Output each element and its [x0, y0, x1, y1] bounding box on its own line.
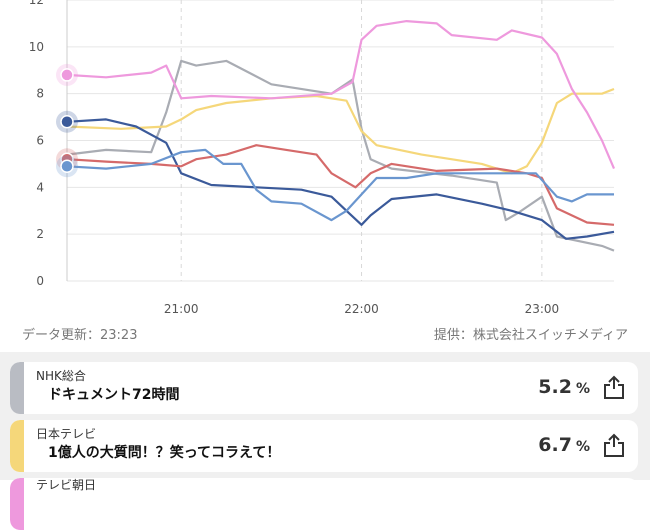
- x-tick-label: 23:00: [525, 302, 560, 316]
- series-line-2: [66, 20, 616, 170]
- channel-name: NHK総合: [36, 369, 86, 383]
- rating-chart: 0 2 4 6 8 10 12 21:00 22:00 23:00: [29, 0, 616, 316]
- series-line-1: [66, 87, 615, 175]
- channel-color-bar: [10, 362, 24, 414]
- share-icon[interactable]: [602, 432, 626, 458]
- program-title: 1億人の大質問！？笑ってコラえて！: [48, 445, 281, 461]
- x-tick-label: 22:00: [344, 302, 379, 316]
- channel-color-bar: [10, 420, 24, 472]
- program-card-ntv[interactable]: 日本テレビ 1億人の大質問！？笑ってコラえて！ 6.7%: [10, 420, 638, 472]
- channel-name: 日本テレビ: [36, 427, 97, 441]
- y-tick-label: 0: [36, 274, 44, 288]
- data-updated-text: データ更新：23:23: [22, 328, 138, 343]
- program-card-nhk[interactable]: NHK総合 ドキュメント72時間 5.2%: [10, 362, 638, 414]
- chart-footer: データ更新：23:23 提供：株式会社スイッチメディア: [0, 316, 650, 350]
- rating-value: 6.7%: [538, 434, 590, 456]
- y-tick-label: 8: [36, 87, 44, 101]
- rating-line-chart: 0 2 4 6 8 10 12 21:00 22:00 23:00: [29, 0, 616, 316]
- start-marker-1: [60, 115, 74, 129]
- channel-name: テレビ朝日: [36, 478, 97, 492]
- program-card-tv-asahi[interactable]: テレビ朝日: [10, 478, 638, 530]
- start-marker-3: [60, 159, 74, 174]
- channel-color-bar: [10, 478, 24, 530]
- share-icon[interactable]: [602, 374, 626, 400]
- y-tick-label: 4: [36, 180, 44, 194]
- program-title: ドキュメント72時間: [48, 387, 180, 403]
- x-tick-label: 21:00: [164, 302, 199, 316]
- rating-value: 5.2%: [538, 376, 590, 398]
- start-marker-0: [60, 68, 74, 82]
- series-line-3: [66, 118, 615, 240]
- y-tick-label: 10: [29, 40, 44, 54]
- series-line-5: [66, 148, 614, 222]
- y-tick-label: 6: [36, 134, 44, 148]
- provider-text: 提供：株式会社スイッチメディア: [433, 328, 628, 343]
- y-tick-label: 2: [36, 227, 44, 241]
- program-list: NHK総合 ドキュメント72時間 5.2% 日本テレビ 1億人の大質問！？笑って…: [0, 352, 650, 530]
- y-tick-label: 12: [29, 0, 44, 7]
